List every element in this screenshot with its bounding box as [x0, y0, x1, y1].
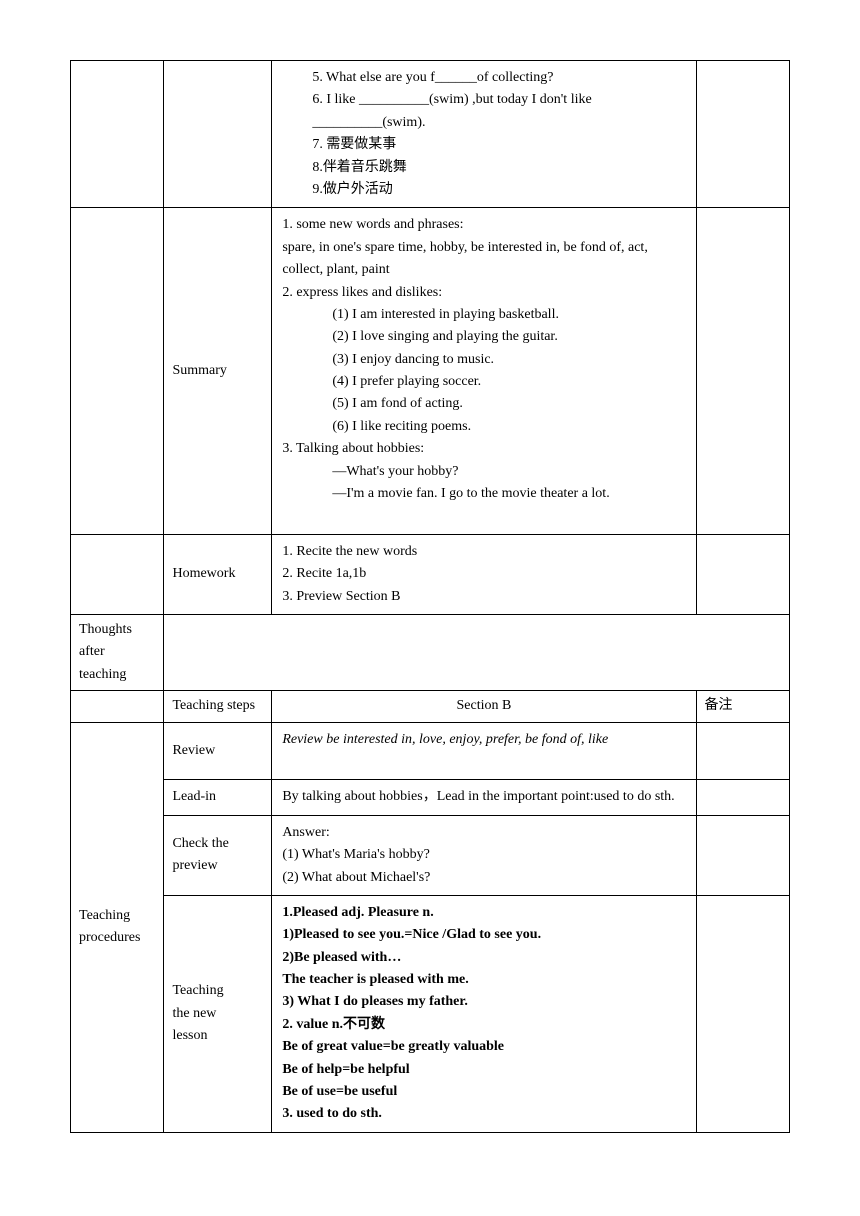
text: 6. I like __________(swim) ,but today I … — [282, 89, 685, 111]
cell-empty — [71, 534, 164, 614]
table-row: Teaching steps Section B 备注 — [71, 691, 790, 722]
text: 3. used to do sth. — [282, 1103, 685, 1125]
text: procedures — [79, 927, 155, 949]
procedures-label: Teaching procedures — [71, 722, 164, 1132]
cell-empty — [71, 208, 164, 534]
text: teaching — [79, 664, 155, 686]
text: 1. some new words and phrases: — [282, 214, 685, 236]
table-row: 5. What else are you f______of collectin… — [71, 61, 790, 208]
text: 7. 需要做某事 — [282, 134, 685, 156]
text: —I'm a movie fan. I go to the movie thea… — [282, 483, 685, 505]
lesson-plan-table: 5. What else are you f______of collectin… — [70, 60, 790, 1133]
text: 3. Talking about hobbies: — [282, 438, 685, 460]
text: Be of great value=be greatly valuable — [282, 1036, 685, 1058]
cell-empty — [71, 691, 164, 722]
homework-content: 1. Recite the new words 2. Recite 1a,1b … — [272, 534, 696, 614]
text: Teaching — [79, 905, 155, 927]
check-content: Answer: (1) What's Maria's hobby? (2) Wh… — [272, 815, 696, 895]
text: (3) I enjoy dancing to music. — [282, 349, 685, 371]
table-row: Teaching procedures Review Review be int… — [71, 722, 790, 780]
text: 2. express likes and dislikes: — [282, 282, 685, 304]
text: (2) I love singing and playing the guita… — [282, 326, 685, 348]
header-section: Section B — [272, 691, 696, 722]
text: 8.伴着音乐跳舞 — [282, 157, 685, 179]
table-row: Summary 1. some new words and phrases: s… — [71, 208, 790, 534]
cell-empty — [164, 61, 272, 208]
leadin-content: By talking about hobbies，Lead in the imp… — [272, 780, 696, 815]
text: Be of help=be helpful — [282, 1059, 685, 1081]
summary-content: 1. some new words and phrases: spare, in… — [272, 208, 696, 534]
text: 1.Pleased adj. Pleasure n. — [282, 902, 685, 924]
text: 5. What else are you f______of collectin… — [282, 67, 685, 89]
check-label: Check the preview — [164, 815, 272, 895]
text: 3) What I do pleases my father. — [282, 991, 685, 1013]
text: after — [79, 641, 155, 663]
cell-empty — [696, 61, 789, 208]
lesson-content: 1.Pleased adj. Pleasure n. 1)Pleased to … — [272, 895, 696, 1132]
lesson-label: Teaching the new lesson — [164, 895, 272, 1132]
text: (1) I am interested in playing basketbal… — [282, 304, 685, 326]
text: the new — [172, 1003, 263, 1025]
text: (1) What's Maria's hobby? — [282, 844, 685, 866]
header-steps: Teaching steps — [164, 691, 272, 722]
text: Review be interested in, love, enjoy, pr… — [282, 729, 685, 751]
thoughts-label: Thoughts after teaching — [71, 614, 164, 690]
cell-empty — [696, 780, 789, 815]
text: By talking about hobbies，Lead in the imp… — [282, 786, 685, 808]
text: Check the — [172, 833, 263, 855]
text: spare, in one's spare time, hobby, be in… — [282, 237, 685, 282]
text: 3. Preview Section B — [282, 586, 685, 608]
review-content: Review be interested in, love, enjoy, pr… — [272, 722, 696, 780]
cell-empty — [696, 208, 789, 534]
text: Teaching — [172, 980, 263, 1002]
text: preview — [172, 855, 263, 877]
text: Thoughts — [79, 619, 155, 641]
text: 1)Pleased to see you.=Nice /Glad to see … — [282, 924, 685, 946]
table-row: Check the preview Answer: (1) What's Mar… — [71, 815, 790, 895]
leadin-label: Lead-in — [164, 780, 272, 815]
cell-empty — [71, 61, 164, 208]
summary-label: Summary — [164, 208, 272, 534]
table-row: Thoughts after teaching — [71, 614, 790, 690]
text: 2. value n.不可数 — [282, 1014, 685, 1036]
cell-empty — [696, 895, 789, 1132]
header-note: 备注 — [696, 691, 789, 722]
text: 2. Recite 1a,1b — [282, 563, 685, 585]
review-label: Review — [164, 722, 272, 780]
table-row: Teaching the new lesson 1.Pleased adj. P… — [71, 895, 790, 1132]
exercise-cell: 5. What else are you f______of collectin… — [272, 61, 696, 208]
cell-empty — [696, 815, 789, 895]
homework-label: Homework — [164, 534, 272, 614]
text: (2) What about Michael's? — [282, 867, 685, 889]
text: __________(swim). — [282, 112, 685, 134]
cell-empty — [164, 614, 790, 690]
text: (5) I am fond of acting. — [282, 393, 685, 415]
text: Be of use=be useful — [282, 1081, 685, 1103]
text: (6) I like reciting poems. — [282, 416, 685, 438]
table-row: Homework 1. Recite the new words 2. Reci… — [71, 534, 790, 614]
text: —What's your hobby? — [282, 461, 685, 483]
table-row: Lead-in By talking about hobbies，Lead in… — [71, 780, 790, 815]
text: (4) I prefer playing soccer. — [282, 371, 685, 393]
text: 2)Be pleased with… — [282, 947, 685, 969]
cell-empty — [696, 534, 789, 614]
text: lesson — [172, 1025, 263, 1047]
text: The teacher is pleased with me. — [282, 969, 685, 991]
text: 9.做户外活动 — [282, 179, 685, 201]
text: 1. Recite the new words — [282, 541, 685, 563]
text: Answer: — [282, 822, 685, 844]
cell-empty — [696, 722, 789, 780]
